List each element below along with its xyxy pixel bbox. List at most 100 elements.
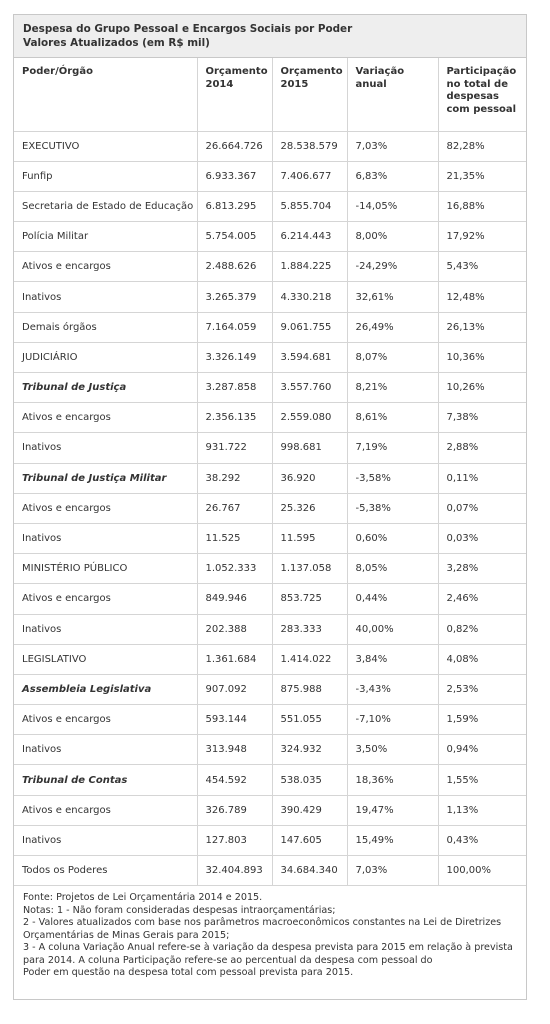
header-orcamento-2014: Orçamento 2014 (197, 58, 273, 132)
cell-participacao: 1,13% (438, 795, 526, 826)
cell-label: EXECUTIVO (14, 131, 198, 162)
cell-orcamento-2015: 1.414.022 (272, 644, 348, 675)
cell-orcamento-2014: 6.933.367 (197, 161, 273, 192)
cell-label: Inativos (14, 614, 198, 645)
cell-orcamento-2014: 127.803 (197, 825, 273, 857)
cell-orcamento-2015: 1.884.225 (272, 251, 348, 283)
cell-variacao: 40,00% (347, 614, 439, 645)
cell-orcamento-2014: 32.404.893 (197, 855, 273, 887)
cell-orcamento-2015: 283.333 (272, 614, 348, 645)
cell-participacao: 0,03% (438, 523, 526, 555)
table-row: EXECUTIVO 26.664.726 28.538.579 7,03% 82,28% (14, 131, 526, 162)
cell-variacao: 19,47% (347, 795, 439, 826)
cell-label: Inativos (14, 734, 198, 766)
cell-participacao: 0,11% (438, 463, 526, 494)
table-row: Assembleia Legislativa 907.092 875.988 -3,4… (14, 674, 526, 706)
cell-orcamento-2015: 998.681 (272, 432, 348, 464)
cell-label: MINISTÉRIO PÚBLICO (14, 553, 198, 585)
table-row: Secretaria de Estado de Educação 6.813.29… (14, 191, 526, 223)
cell-orcamento-2014: 454.592 (197, 764, 273, 796)
cell-participacao: 10,36% (438, 342, 526, 374)
cell-variacao: 7,03% (347, 131, 439, 162)
note-line: para 2014. A coluna Participação refere-… (23, 954, 433, 966)
table-row: Inativos 11.525 11.595 0,60% 0,03% (14, 523, 526, 555)
cell-orcamento-2015: 3.557.760 (272, 372, 348, 404)
cell-variacao: 8,00% (347, 221, 439, 253)
cell-variacao: -5,38% (347, 493, 439, 524)
cell-label: JUDICIÁRIO (14, 342, 198, 374)
cell-orcamento-2014: 7.164.059 (197, 312, 273, 343)
cell-label: Funfip (14, 161, 198, 192)
table-title: Despesa do Grupo Pessoal e Encargos Soci… (14, 15, 526, 58)
cell-orcamento-2014: 313.948 (197, 734, 273, 766)
cell-orcamento-2014: 3.326.149 (197, 342, 273, 374)
note-line: Fonte: Projetos de Lei Orçamentária 2014… (23, 892, 263, 904)
cell-orcamento-2015: 7.406.677 (272, 161, 348, 192)
header-poder-orgao: Poder/Órgão (14, 58, 198, 132)
note-line: Poder em questão na despesa total com pe… (23, 967, 354, 979)
table-row: Ativos e encargos 2.488.626 1.884.225 -24,2… (14, 251, 526, 283)
cell-label: Tribunal de Contas (14, 764, 198, 796)
table-row: LEGISLATIVO 1.361.684 1.414.022 3,84% 4,08% (14, 644, 526, 675)
cell-orcamento-2014: 202.388 (197, 614, 273, 645)
cell-orcamento-2014: 593.144 (197, 704, 273, 736)
cell-variacao: -7,10% (347, 704, 439, 736)
table-title-line: Valores Atualizados (em R$ mil) (23, 37, 210, 49)
cell-participacao: 12,48% (438, 281, 526, 313)
cell-participacao: 5,43% (438, 251, 526, 283)
cell-participacao: 4,08% (438, 644, 526, 675)
cell-label: Ativos e encargos (14, 251, 198, 283)
cell-orcamento-2015: 9.061.755 (272, 312, 348, 343)
table-body: EXECUTIVO 26.664.726 28.538.579 7,03% 82,28%… (14, 131, 526, 887)
cell-label: Secretaria de Estado de Educação (14, 191, 198, 223)
cell-label: Ativos e encargos (14, 795, 198, 826)
cell-variacao: -3,58% (347, 463, 439, 494)
cell-participacao: 1,55% (438, 764, 526, 796)
cell-participacao: 16,88% (438, 191, 526, 223)
cell-orcamento-2014: 2.356.135 (197, 402, 273, 434)
cell-orcamento-2015: 3.594.681 (272, 342, 348, 374)
cell-orcamento-2014: 26.664.726 (197, 131, 273, 162)
cell-participacao: 3,28% (438, 553, 526, 585)
table-row: Ativos e encargos 26.767 25.326 -5,38% 0,07% (14, 493, 526, 524)
cell-orcamento-2015: 36.920 (272, 463, 348, 494)
cell-orcamento-2015: 390.429 (272, 795, 348, 826)
header-participacao: Participação no total de despesas com pe… (438, 58, 526, 132)
cell-orcamento-2014: 38.292 (197, 463, 273, 494)
cell-orcamento-2015: 6.214.443 (272, 221, 348, 253)
cell-label: Todos os Poderes (14, 855, 198, 887)
cell-variacao: -14,05% (347, 191, 439, 223)
cell-orcamento-2015: 1.137.058 (272, 553, 348, 585)
table-row: Inativos 931.722 998.681 7,19% 2,88% (14, 432, 526, 464)
cell-participacao: 26,13% (438, 312, 526, 343)
cell-participacao: 10,26% (438, 372, 526, 404)
cell-orcamento-2015: 324.932 (272, 734, 348, 766)
table-header-row: Poder/Órgão Orçamento 2014 Orçamento 201… (14, 58, 526, 132)
cell-variacao: -24,29% (347, 251, 439, 283)
table-row: MINISTÉRIO PÚBLICO 1.052.333 1.137.058 8,05… (14, 553, 526, 585)
cell-variacao: 7,03% (347, 855, 439, 887)
cell-variacao: 8,21% (347, 372, 439, 404)
cell-orcamento-2015: 25.326 (272, 493, 348, 524)
cell-orcamento-2014: 1.361.684 (197, 644, 273, 675)
table-row: Inativos 202.388 283.333 40,00% 0,82% (14, 614, 526, 645)
cell-orcamento-2014: 326.789 (197, 795, 273, 826)
cell-orcamento-2015: 538.035 (272, 764, 348, 796)
cell-variacao: 8,05% (347, 553, 439, 585)
cell-variacao: 15,49% (347, 825, 439, 857)
cell-participacao: 2,88% (438, 432, 526, 464)
cell-orcamento-2015: 853.725 (272, 583, 348, 615)
cell-orcamento-2014: 3.287.858 (197, 372, 273, 404)
cell-orcamento-2014: 931.722 (197, 432, 273, 464)
cell-variacao: 8,61% (347, 402, 439, 434)
cell-variacao: 0,44% (347, 583, 439, 615)
cell-variacao: 0,60% (347, 523, 439, 555)
cell-orcamento-2014: 6.813.295 (197, 191, 273, 223)
cell-participacao: 0,94% (438, 734, 526, 766)
cell-label: Inativos (14, 523, 198, 555)
cell-variacao: 7,19% (347, 432, 439, 464)
cell-orcamento-2015: 28.538.579 (272, 131, 348, 162)
cell-participacao: 100,00% (438, 855, 526, 887)
table-row: Ativos e encargos 2.356.135 2.559.080 8,61%… (14, 402, 526, 434)
cell-orcamento-2014: 1.052.333 (197, 553, 273, 585)
